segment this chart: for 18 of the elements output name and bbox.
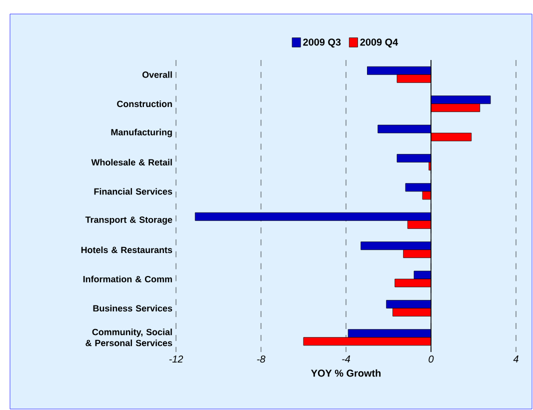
- y-tick-label: Construction: [117, 100, 172, 108]
- x-axis-title: YOY % Growth: [311, 369, 381, 377]
- x-tick-label: -12: [169, 356, 184, 362]
- y-tick-label: Manufacturing: [111, 128, 172, 138]
- y-tick-label: Community, Social & Personal Services: [86, 328, 172, 346]
- x-tick-label: 4: [513, 356, 518, 362]
- y-tick-label: Hotels & Restaurants: [81, 246, 172, 254]
- y-tick-label: Business Services: [93, 304, 172, 312]
- legend-label: 2009 Q4: [360, 38, 398, 48]
- y-tick-label: Overall: [142, 71, 172, 78]
- x-tick-label: -4: [342, 356, 350, 362]
- x-tick-label: 0: [428, 356, 434, 363]
- y-tick-label: Information & Comm: [83, 276, 172, 282]
- legend-label: 2009 Q3: [303, 38, 341, 48]
- y-tick-label: Financial Services: [94, 188, 172, 195]
- y-tick-label: Transport & Storage: [85, 216, 172, 225]
- x-tick-label: -8: [257, 356, 266, 363]
- y-tick-label: Wholesale & Retail: [91, 158, 172, 166]
